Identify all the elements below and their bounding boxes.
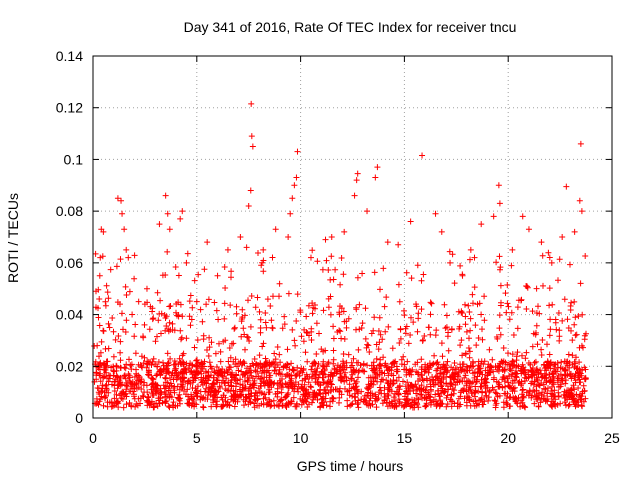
data-point — [322, 236, 329, 243]
data-point — [395, 241, 402, 248]
data-point — [166, 226, 173, 233]
data-point — [249, 143, 256, 150]
data-point — [260, 246, 267, 253]
data-point — [177, 215, 184, 222]
data-point — [496, 200, 503, 207]
x-tick-label: 10 — [293, 430, 309, 446]
data-point — [578, 208, 585, 215]
data-point — [291, 182, 298, 189]
data-point — [106, 324, 113, 331]
data-point — [519, 213, 526, 220]
x-tick-label: 0 — [89, 430, 97, 446]
data-point — [576, 197, 583, 204]
x-tick-label: 25 — [604, 430, 620, 446]
data-point — [509, 246, 516, 253]
data-point — [559, 234, 566, 240]
x-tick-label: 20 — [500, 430, 516, 446]
y-tick-label: 0.12 — [56, 100, 83, 116]
data-point — [114, 195, 121, 202]
data-point — [96, 296, 103, 303]
y-tick-label: 0.06 — [56, 255, 83, 271]
grid-lines — [93, 56, 612, 418]
data-point — [247, 187, 254, 194]
data-point — [214, 272, 221, 279]
data-point — [577, 140, 584, 147]
data-point — [563, 183, 570, 190]
data-point — [272, 226, 279, 233]
data-point — [407, 218, 414, 225]
data-point — [289, 195, 296, 202]
data-point — [293, 174, 300, 181]
data-point — [525, 226, 532, 233]
dense-noise-points — [91, 247, 589, 411]
data-point — [307, 254, 314, 261]
y-tick-label: 0.1 — [64, 151, 84, 167]
y-axis-label: ROTI / TECUs — [5, 193, 21, 283]
data-point — [341, 228, 348, 235]
data-point — [287, 210, 294, 217]
data-point — [467, 246, 474, 253]
data-point — [354, 170, 361, 177]
x-tick-label: 15 — [397, 430, 413, 446]
data-point — [179, 208, 186, 215]
y-tick-label: 0 — [75, 410, 83, 426]
data-point — [143, 285, 150, 292]
data-point — [237, 234, 244, 240]
data-point — [125, 254, 132, 261]
data-point — [243, 244, 250, 251]
data-point — [183, 259, 190, 266]
data-point — [419, 152, 426, 159]
data-point — [571, 228, 578, 235]
y-tick-label: 0.08 — [56, 203, 83, 219]
data-point — [384, 239, 391, 246]
x-axis-label: GPS time / hours — [297, 458, 404, 474]
data-point — [372, 174, 379, 181]
data-point — [294, 148, 301, 155]
data-point — [123, 246, 130, 253]
data-point — [162, 192, 169, 199]
data-point — [364, 208, 371, 215]
axis-ticks: 0 5 10 15 20 25 0 0.02 0.04 0.06 0.08 0.1 0.12 0.14 — [56, 48, 620, 446]
data-point — [351, 192, 358, 199]
data-point — [224, 246, 231, 253]
data-point — [285, 234, 292, 240]
data-point — [495, 182, 502, 189]
data-point — [156, 221, 163, 228]
data-point — [432, 210, 439, 217]
data-point — [353, 177, 360, 184]
y-tick-label: 0.14 — [56, 48, 83, 64]
data-point — [100, 228, 107, 235]
chart-title: Day 341 of 2016, Rate Of TEC Index for r… — [184, 19, 517, 35]
data-point — [328, 234, 335, 240]
data-point — [548, 259, 555, 266]
data-point — [248, 133, 255, 140]
data-point — [248, 100, 255, 107]
data-point — [478, 221, 485, 228]
data-point — [374, 164, 381, 171]
data-point — [204, 239, 211, 246]
data-point — [121, 226, 128, 233]
data-point — [97, 254, 104, 261]
noise-cloud — [91, 247, 589, 411]
data-point — [438, 228, 445, 235]
x-tick-label: 5 — [193, 430, 201, 446]
data-point — [538, 239, 545, 246]
data-point — [119, 210, 126, 217]
data-point — [164, 210, 171, 217]
data-point — [193, 298, 200, 305]
data-point — [118, 197, 125, 204]
data-point — [447, 259, 454, 266]
plot-frame — [92, 55, 613, 419]
data-point — [245, 202, 252, 209]
y-tick-label: 0.02 — [56, 358, 83, 374]
data-point — [490, 213, 497, 220]
y-tick-label: 0.04 — [56, 307, 83, 323]
data-point — [135, 298, 142, 305]
